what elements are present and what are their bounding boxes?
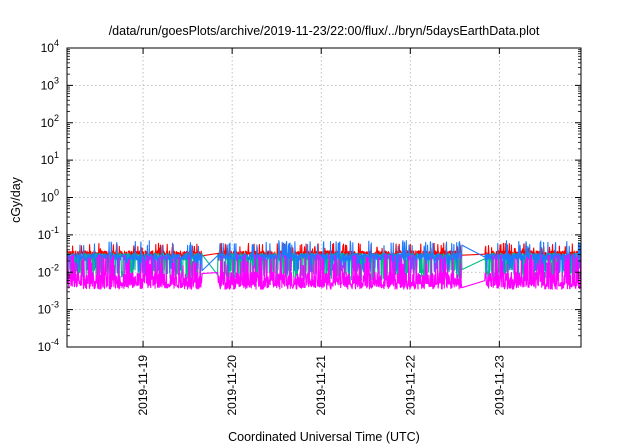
y-tick-base: 10	[41, 191, 55, 205]
y-tick-label: 104	[41, 38, 59, 55]
y-tick-label: 101	[41, 150, 59, 167]
y-tick-label: 10-2	[38, 262, 59, 279]
series-layer	[66, 240, 582, 290]
x-tick-label: 2019-11-19	[136, 355, 150, 416]
axes: 10410310210110010-110-210-310-42019-11-1…	[38, 38, 581, 416]
y-tick-label: 10-4	[38, 337, 59, 354]
y-tick-exponent: 3	[54, 75, 59, 85]
series-line	[66, 253, 582, 290]
y-tick-exponent: 2	[54, 113, 59, 123]
y-tick-base: 10	[41, 78, 55, 92]
y-tick-exponent: -2	[51, 262, 59, 272]
x-tick-label: 2019-11-22	[403, 355, 417, 416]
x-axis-label: Coordinated Universal Time (UTC)	[228, 430, 420, 444]
y-tick-label: 103	[41, 75, 59, 92]
y-tick-base: 10	[41, 153, 55, 167]
chart-title: /data/run/goesPlots/archive/2019-11-23/2…	[109, 24, 540, 38]
grid	[67, 48, 581, 347]
y-tick-base: 10	[41, 116, 55, 130]
x-tick-label: 2019-11-21	[314, 355, 328, 416]
y-tick-label: 102	[41, 113, 59, 130]
y-tick-base: 10	[38, 265, 52, 279]
y-tick-exponent: 4	[54, 38, 59, 48]
x-tick-label: 2019-11-20	[225, 355, 239, 416]
x-tick-label: 2019-11-23	[492, 355, 506, 416]
y-tick-exponent: -3	[51, 300, 59, 310]
y-tick-label: 10-1	[38, 225, 59, 242]
y-tick-base: 10	[41, 41, 55, 55]
y-tick-label: 100	[41, 188, 59, 205]
y-tick-exponent: -4	[51, 337, 59, 347]
y-axis-label: cGy/day	[9, 176, 23, 223]
y-tick-label: 10-3	[38, 300, 59, 317]
series-line	[66, 240, 582, 275]
y-tick-base: 10	[38, 303, 52, 317]
y-tick-base: 10	[38, 228, 52, 242]
y-tick-base: 10	[38, 340, 52, 354]
y-tick-exponent: 1	[54, 150, 59, 160]
y-tick-exponent: 0	[54, 188, 59, 198]
y-tick-exponent: -1	[51, 225, 59, 235]
